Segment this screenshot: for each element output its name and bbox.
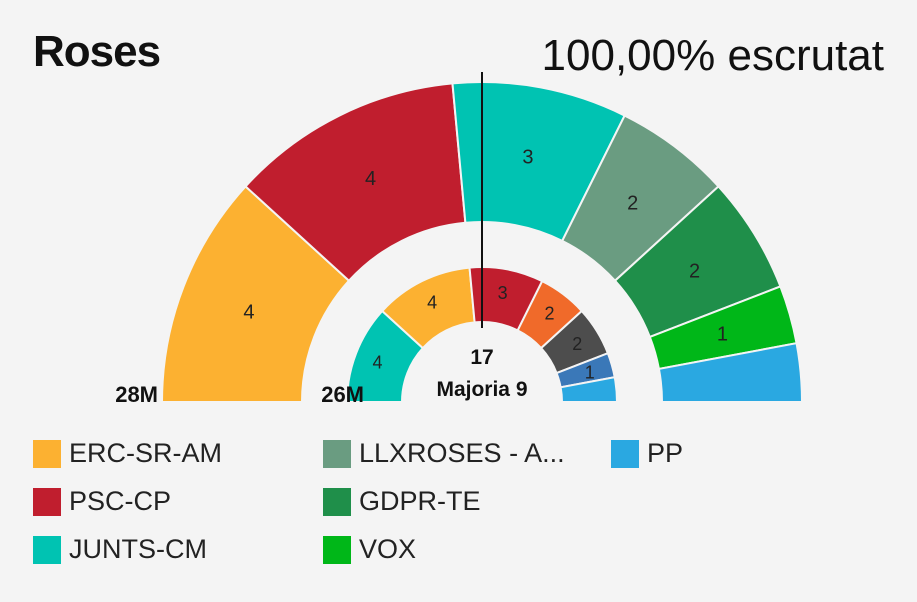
legend-label: VOX (359, 534, 417, 564)
legend-item: GDPR-TE (323, 486, 481, 517)
seat-count-label-ring2-6: 1 (585, 362, 595, 382)
total-seats-label: 17 (470, 346, 493, 369)
seat-count-label-ring1-3: 3 (522, 146, 533, 168)
seat-count-label-ring2-1: 4 (373, 353, 383, 373)
legend-label: ERC-SR-AM (69, 438, 222, 468)
legend-swatch (323, 439, 351, 468)
seat-count-label-ring1-5: 2 (689, 260, 700, 282)
chart-legend: ERC-SR-AM PSC-CP JUNTS-CM LLXROSES - A... GD… (33, 438, 893, 588)
seat-segment-ring2-7 (559, 376, 619, 403)
legend-swatch (323, 487, 351, 516)
legend-label: JUNTS-CM (69, 534, 207, 564)
seat-count-label-ring2-2: 4 (427, 293, 437, 313)
legend-swatch (33, 535, 61, 564)
legend-label: LLXROSES - A... (359, 438, 565, 468)
legend-swatch (33, 439, 61, 468)
seat-count-label-ring2-4: 2 (544, 304, 554, 324)
seat-count-label-ring2-3: 3 (498, 283, 508, 303)
seat-segment-ring1-7 (657, 342, 804, 403)
seat-count-label-ring1-4: 2 (627, 192, 638, 214)
legend-item: LLXROSES - A... (323, 438, 565, 469)
seat-count-label-ring2-5: 2 (572, 334, 582, 354)
ring-label-2: 26M (321, 382, 364, 407)
legend-label: PP (647, 438, 684, 468)
legend-item: VOX (323, 534, 416, 565)
seat-count-label-ring1-2: 4 (365, 168, 376, 190)
page-title: Roses (33, 27, 161, 76)
seat-count-label-ring1-1: 4 (243, 302, 254, 324)
ring-label-1: 28M (115, 382, 158, 407)
legend-swatch (611, 439, 639, 468)
legend-item: PP (611, 438, 683, 469)
legend-swatch (323, 535, 351, 564)
legend-label: GDPR-TE (359, 486, 481, 516)
legend-label: PSC-CP (69, 486, 172, 516)
legend-item: JUNTS-CM (33, 534, 207, 565)
legend-item: PSC-CP (33, 486, 171, 517)
legend-swatch (33, 487, 61, 516)
seat-count-label-ring1-6: 1 (717, 324, 728, 346)
count-status: 100,00% escrutat (541, 31, 884, 80)
majority-label: Majoria 9 (436, 378, 527, 401)
legend-item: ERC-SR-AM (33, 438, 222, 469)
